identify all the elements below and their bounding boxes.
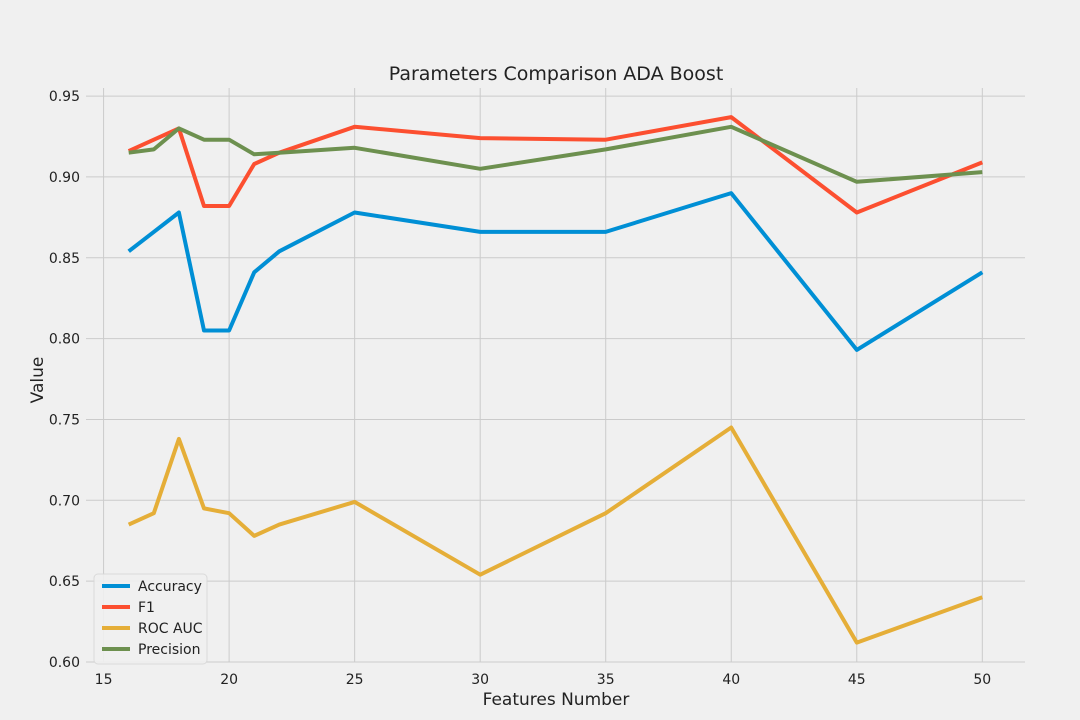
chart-title: Parameters Comparison ADA Boost: [389, 63, 724, 85]
y-tick-label: 0.90: [49, 170, 80, 186]
x-tick-label: 30: [471, 672, 489, 688]
legend-label: Precision: [138, 642, 200, 658]
x-tick-label: 25: [346, 672, 364, 688]
y-axis-label: Value: [28, 357, 48, 404]
legend: Accuracy F1 ROC AUC Precision: [93, 573, 208, 665]
legend-label: F1: [138, 600, 155, 616]
legend-label: Accuracy: [138, 579, 202, 595]
x-tick-label: 50: [973, 672, 991, 688]
x-tick-label: 45: [848, 672, 866, 688]
y-tick-label: 0.80: [49, 332, 80, 348]
tick-labels: 15 20 25 30 35 40 45 50 0.60 0.65 0.70 0.75 0.80 0.85…: [49, 89, 991, 688]
y-tick-label: 0.95: [49, 89, 80, 105]
x-tick-label: 15: [95, 672, 113, 688]
y-tick-label: 0.70: [49, 493, 80, 509]
grid: [86, 88, 1025, 663]
x-axis-label: Features Number: [483, 690, 630, 710]
y-tick-label: 0.75: [49, 412, 80, 428]
series-line-roc-auc: [127, 425, 983, 645]
x-tick-label: 35: [597, 672, 615, 688]
series-lines: [127, 115, 984, 645]
x-tick-label: 40: [722, 672, 740, 688]
y-tick-label: 0.60: [49, 655, 80, 671]
legend-box: [93, 573, 208, 665]
legend-label: ROC AUC: [138, 621, 203, 637]
y-tick-label: 0.65: [49, 574, 80, 590]
series-line-accuracy: [127, 191, 984, 352]
series-line-precision: [128, 124, 983, 184]
x-tick-label: 20: [220, 672, 238, 688]
y-tick-label: 0.85: [49, 251, 80, 267]
